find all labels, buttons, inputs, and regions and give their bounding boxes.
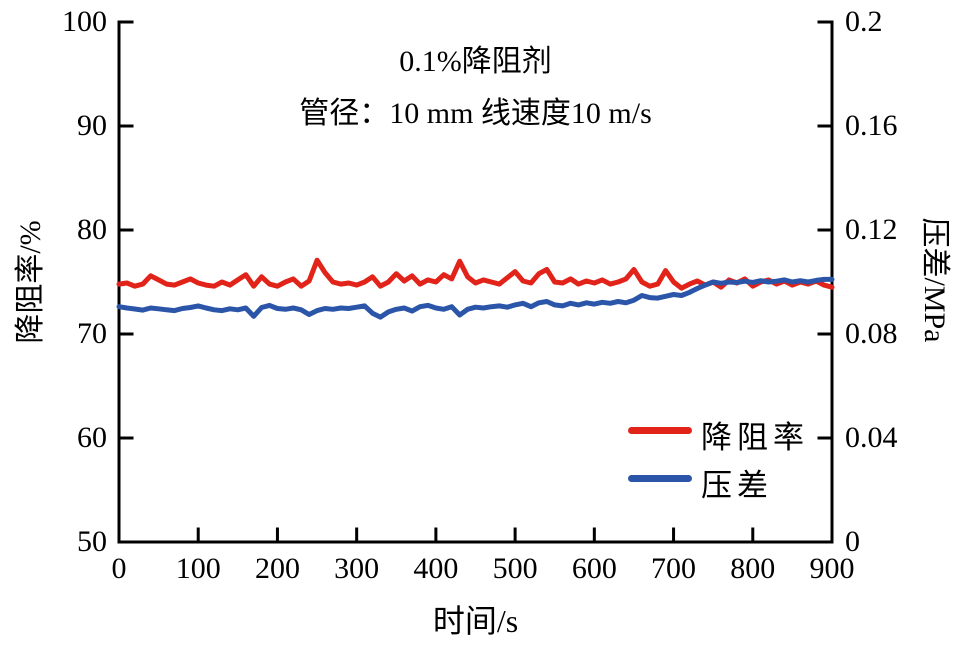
x-tick-label: 300: [334, 552, 380, 585]
x-tick-label: 700: [651, 552, 697, 585]
x-axis-title: 时间/s: [432, 603, 519, 639]
y-tick-label-right: 0.12: [845, 213, 898, 246]
legend-swatch-blue-line: [628, 475, 692, 482]
x-tick-label: 900: [809, 552, 855, 585]
y-tick-label-right: 0.08: [845, 317, 898, 350]
y-tick-label-right: 0.2: [845, 5, 883, 38]
y-tick-label-left: 100: [62, 5, 107, 38]
series-line-1: [116, 276, 835, 320]
x-tick-label: 200: [254, 552, 300, 585]
legend-swatch-red-line: [628, 427, 692, 434]
axis-ticks: [117, 20, 834, 544]
y-tick-label-right: 0: [845, 525, 860, 558]
x-tick-label: 600: [571, 552, 617, 585]
y-tick-label-left: 60: [77, 421, 107, 454]
annotation-line-2: 管径：10 mm 线速度10 m/s: [299, 97, 652, 130]
x-tick-label: 0: [111, 552, 127, 585]
y-tick-label-right: 0.16: [845, 109, 898, 142]
y-tick-label-left: 90: [77, 109, 107, 142]
x-tick-label: 800: [730, 552, 776, 585]
x-tick-label: 100: [175, 552, 221, 585]
y-axis-title-right: 压差/MPa: [918, 217, 951, 343]
data-series: [116, 257, 835, 320]
y-tick-label-left: 70: [77, 317, 107, 350]
y-tick-label-right: 0.04: [845, 421, 898, 454]
y-axis-title-left: 降阻率/%: [14, 220, 47, 344]
y-tick-label-left: 50: [77, 525, 107, 558]
legend-label-pressure-diff: 压差: [701, 468, 773, 503]
x-tick-label: 400: [413, 552, 459, 585]
x-tick-label: 500: [492, 552, 538, 585]
annotation-line-1: 0.1%降阻剂: [399, 45, 552, 78]
y-tick-label-left: 80: [77, 213, 107, 246]
legend-label-drag-reduction: 降阻率: [701, 420, 809, 455]
